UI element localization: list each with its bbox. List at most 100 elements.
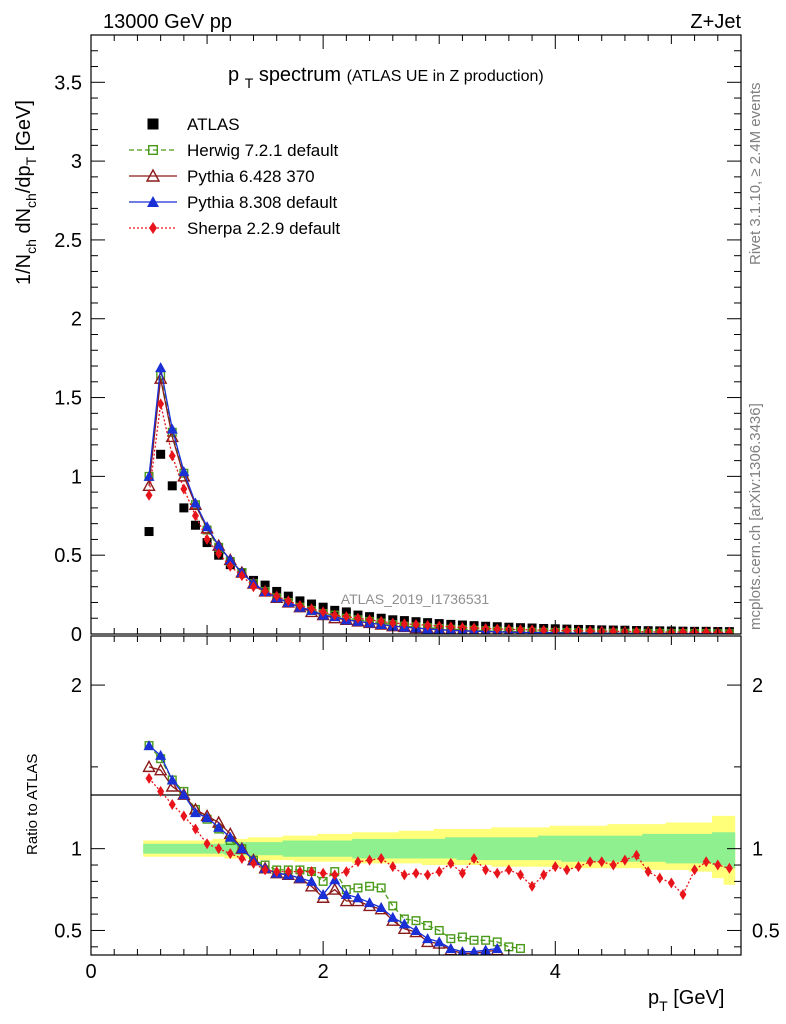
ratio-point: [575, 861, 582, 873]
ratio-point: [412, 867, 420, 879]
top-series-0: [144, 449, 734, 634]
ratio-point: [340, 888, 352, 899]
top-point: [155, 362, 167, 373]
top-point: [284, 595, 292, 607]
ratio-point: [400, 869, 408, 881]
ratio-point: [445, 942, 457, 953]
top-point: [342, 611, 350, 623]
ratio-point: [178, 789, 190, 800]
ratio-point: [213, 821, 225, 832]
ratio-point: [201, 812, 213, 823]
ratio-point: [284, 866, 292, 878]
ratio-point: [143, 740, 155, 751]
ratio-point: [165, 779, 179, 792]
top-point: [725, 626, 733, 634]
y-tick-label: 3.5: [54, 72, 82, 94]
ratio-point: [317, 888, 329, 899]
y-tick-label: 1: [71, 466, 82, 488]
y-tick-label: 2.5: [54, 230, 82, 252]
top-point: [458, 622, 466, 634]
ratio-point: [226, 848, 234, 860]
ratio-point: [469, 946, 479, 955]
x-tick-label: 2: [318, 961, 329, 983]
top-point: [424, 619, 432, 631]
ratio-point: [376, 883, 386, 893]
title-spectrum: spectrum: [259, 64, 341, 86]
legend-item: Pythia 8.308 default: [129, 193, 338, 212]
ratio-point: [166, 774, 178, 785]
ratio-point: [353, 883, 363, 893]
ratio-point: [551, 861, 559, 873]
top-series: [142, 362, 734, 634]
top-point: [180, 483, 188, 495]
top-point: [656, 626, 664, 634]
top-point: [156, 449, 166, 459]
top-point: [470, 622, 478, 634]
top-point: [165, 430, 179, 443]
header-right: Z+Jet: [690, 11, 741, 33]
top-point: [516, 624, 524, 634]
mcplots-label: mcplots.cern.ch [arXiv:1306.3436]: [747, 403, 764, 630]
legend: ATLAS Herwig 7.2.1 default Pythia 6.428 37…: [129, 115, 340, 238]
top-point: [586, 625, 594, 634]
title-sub: T: [245, 75, 254, 91]
svg-text:p T spectrum: p T spectrum (ATLAS UE in Z production): [228, 64, 544, 93]
top-point: [144, 527, 154, 537]
top-point: [190, 520, 200, 530]
ratio-point: [667, 877, 675, 889]
ratio-point: [365, 881, 375, 891]
ratio-point: [598, 856, 606, 868]
ratio-point: [273, 866, 281, 878]
analysis-id: ATLAS_2019_I1736531: [341, 591, 490, 607]
top-point: [679, 626, 687, 634]
ratio-point: [189, 807, 201, 818]
ratio-point: [609, 859, 617, 871]
ratio-point: [364, 897, 376, 908]
y-tick-label: 1.5: [54, 388, 82, 410]
top-point: [168, 450, 176, 462]
band-green: [143, 832, 736, 869]
ratio-point: [153, 763, 168, 776]
ratio-point: [308, 866, 316, 878]
ratio-point: [423, 921, 433, 931]
top-point: [400, 618, 408, 630]
ratio-point: [250, 857, 257, 869]
ratio-point: [366, 854, 374, 866]
top-point: [203, 533, 211, 545]
legend-item: Herwig 7.2.1 default: [129, 141, 338, 160]
ratio-point: [238, 852, 246, 864]
header-left: 13000 GeV pp: [103, 11, 232, 33]
y-tick-label: 0: [71, 624, 82, 646]
ratio-point: [586, 856, 594, 868]
axis-ticks: 0 2 400.511.522.533.50.5 0.51 12 2: [54, 34, 780, 983]
main-title: p T spectrum (ATLAS UE in Z production): [228, 64, 544, 93]
top-point: [157, 398, 165, 410]
top-point: [319, 606, 327, 618]
x-tick-label: 0: [85, 961, 96, 983]
ratio-series-3: [145, 772, 733, 900]
ratio-point: [691, 864, 699, 876]
top-point: [261, 585, 269, 597]
ratio-point: [469, 935, 479, 945]
ratio-point: [446, 934, 456, 944]
top-point: [389, 617, 397, 629]
y-tick-label: 3: [71, 151, 82, 173]
legend-label: Pythia 6.428 370: [187, 167, 315, 186]
top-point: [145, 489, 153, 501]
top-point: [331, 609, 339, 621]
top-point: [366, 614, 374, 626]
top-point: [296, 600, 304, 612]
legend-item: ATLAS: [147, 115, 240, 134]
y-axis-label-ratio: Ratio to ATLAS: [24, 754, 41, 855]
ratio-point: [168, 798, 176, 810]
ratio-point: [424, 869, 432, 881]
legend-marker: [145, 168, 161, 182]
y-tick-label: 1: [71, 839, 82, 861]
svg-text:pT [GeV]: pT [GeV]: [648, 987, 724, 1014]
legend-label: ATLAS: [187, 115, 240, 134]
top-point: [201, 521, 213, 532]
legend-marker: [147, 118, 159, 130]
legend-label: Herwig 7.2.1 default: [187, 141, 338, 160]
ratio-point: [296, 866, 304, 878]
legend-marker: [147, 144, 158, 155]
